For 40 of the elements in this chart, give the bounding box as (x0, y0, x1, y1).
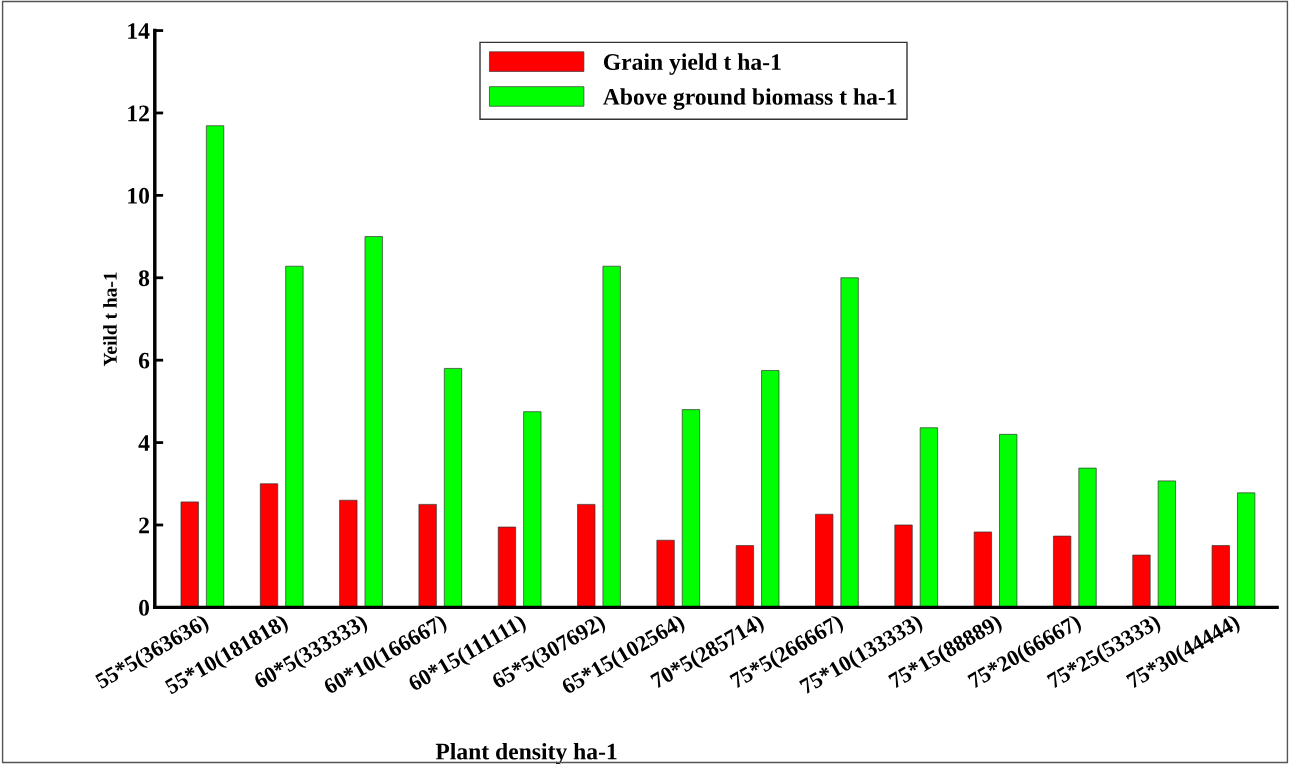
bar (894, 524, 913, 608)
y-tick-label: 14 (128, 23, 150, 39)
y-tick-label: 8 (138, 270, 150, 287)
bar (577, 504, 596, 608)
bar (180, 501, 199, 608)
bar (919, 427, 938, 608)
bar (443, 368, 463, 608)
bar (364, 236, 383, 608)
bar (840, 277, 859, 608)
bar (1211, 545, 1230, 608)
legend-label: Grain yield t ha-1 (603, 53, 781, 75)
legend-label: Above ground biomass t ha-1 (603, 88, 897, 110)
bar (999, 433, 1018, 608)
bar (1237, 492, 1256, 608)
y-axis-title: Yeild t ha-1 (103, 272, 117, 367)
bar (285, 265, 304, 608)
bar (735, 545, 754, 608)
bar (973, 531, 992, 608)
bar (418, 504, 437, 608)
bar (656, 539, 675, 608)
bar (761, 370, 780, 608)
bar (523, 411, 542, 608)
y-tick-label: 6 (138, 352, 150, 369)
bar (1053, 535, 1072, 608)
y-tick-label: 4 (138, 435, 150, 451)
x-axis-title: Plant density ha-1 (435, 742, 617, 764)
bar (815, 513, 834, 608)
bar (1132, 554, 1151, 608)
bar (602, 265, 621, 608)
bar (339, 499, 358, 608)
y-tick-label: 0 (139, 599, 150, 616)
y-tick-label: 10 (128, 187, 150, 204)
bar (497, 526, 517, 608)
bar (206, 125, 225, 608)
bar (1078, 467, 1097, 608)
y-tick-label: 12 (128, 105, 149, 122)
bar (259, 483, 279, 608)
bar (1157, 480, 1176, 608)
bar (681, 409, 701, 608)
y-tick-label: 2 (139, 517, 149, 534)
